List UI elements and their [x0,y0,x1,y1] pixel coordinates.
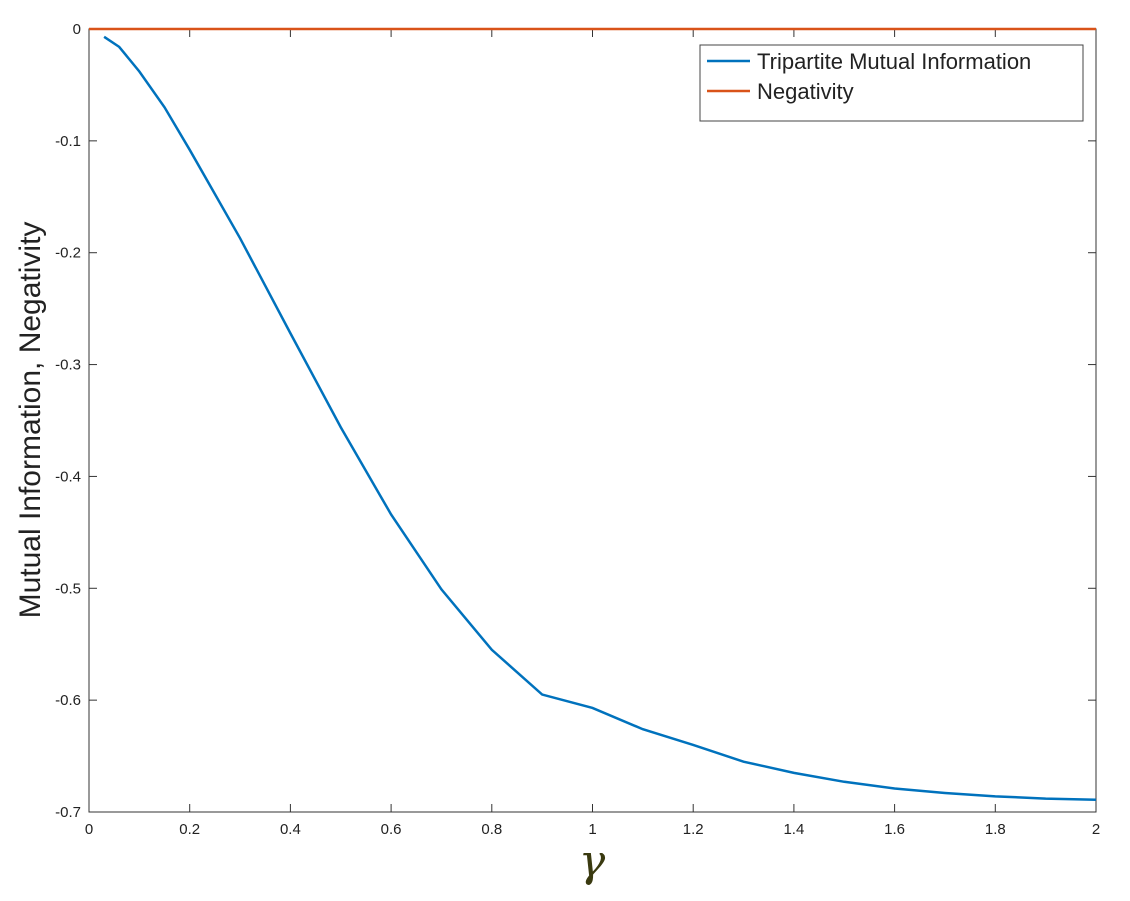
x-tick-label: 1.8 [985,821,1006,838]
x-tick-label: 0.2 [179,821,200,838]
x-tick-label: 1.2 [683,821,704,838]
x-tick-label: 1 [588,821,596,838]
y-tick-label: -0.6 [55,692,81,709]
y-tick-label: -0.1 [55,133,81,150]
legend-label: Tripartite Mutual Information [757,49,1031,74]
x-tick-label: 1.6 [884,821,905,838]
y-tick-label: -0.5 [55,580,81,597]
y-tick-label: 0 [73,21,81,38]
y-tick-label: -0.7 [55,804,81,821]
series-line [103,35,1097,801]
x-tick-label: 1.4 [783,821,804,838]
legend-label: Negativity [757,79,854,104]
y-axis-label: Mutual Information, Negativity [14,222,47,619]
y-tick-label: -0.2 [55,245,81,262]
x-tick-label: 0.4 [280,821,301,838]
x-tick-label: 0.6 [381,821,402,838]
x-axis-label: γ [579,836,606,887]
y-tick-label: -0.4 [55,468,81,485]
plot-frame [88,28,1097,813]
y-tick-label: -0.3 [55,357,81,374]
x-tick-label: 2 [1092,821,1100,838]
x-tick-label: 0.8 [481,821,502,838]
legend-box [699,44,1084,122]
x-tick-label: 0 [85,821,93,838]
